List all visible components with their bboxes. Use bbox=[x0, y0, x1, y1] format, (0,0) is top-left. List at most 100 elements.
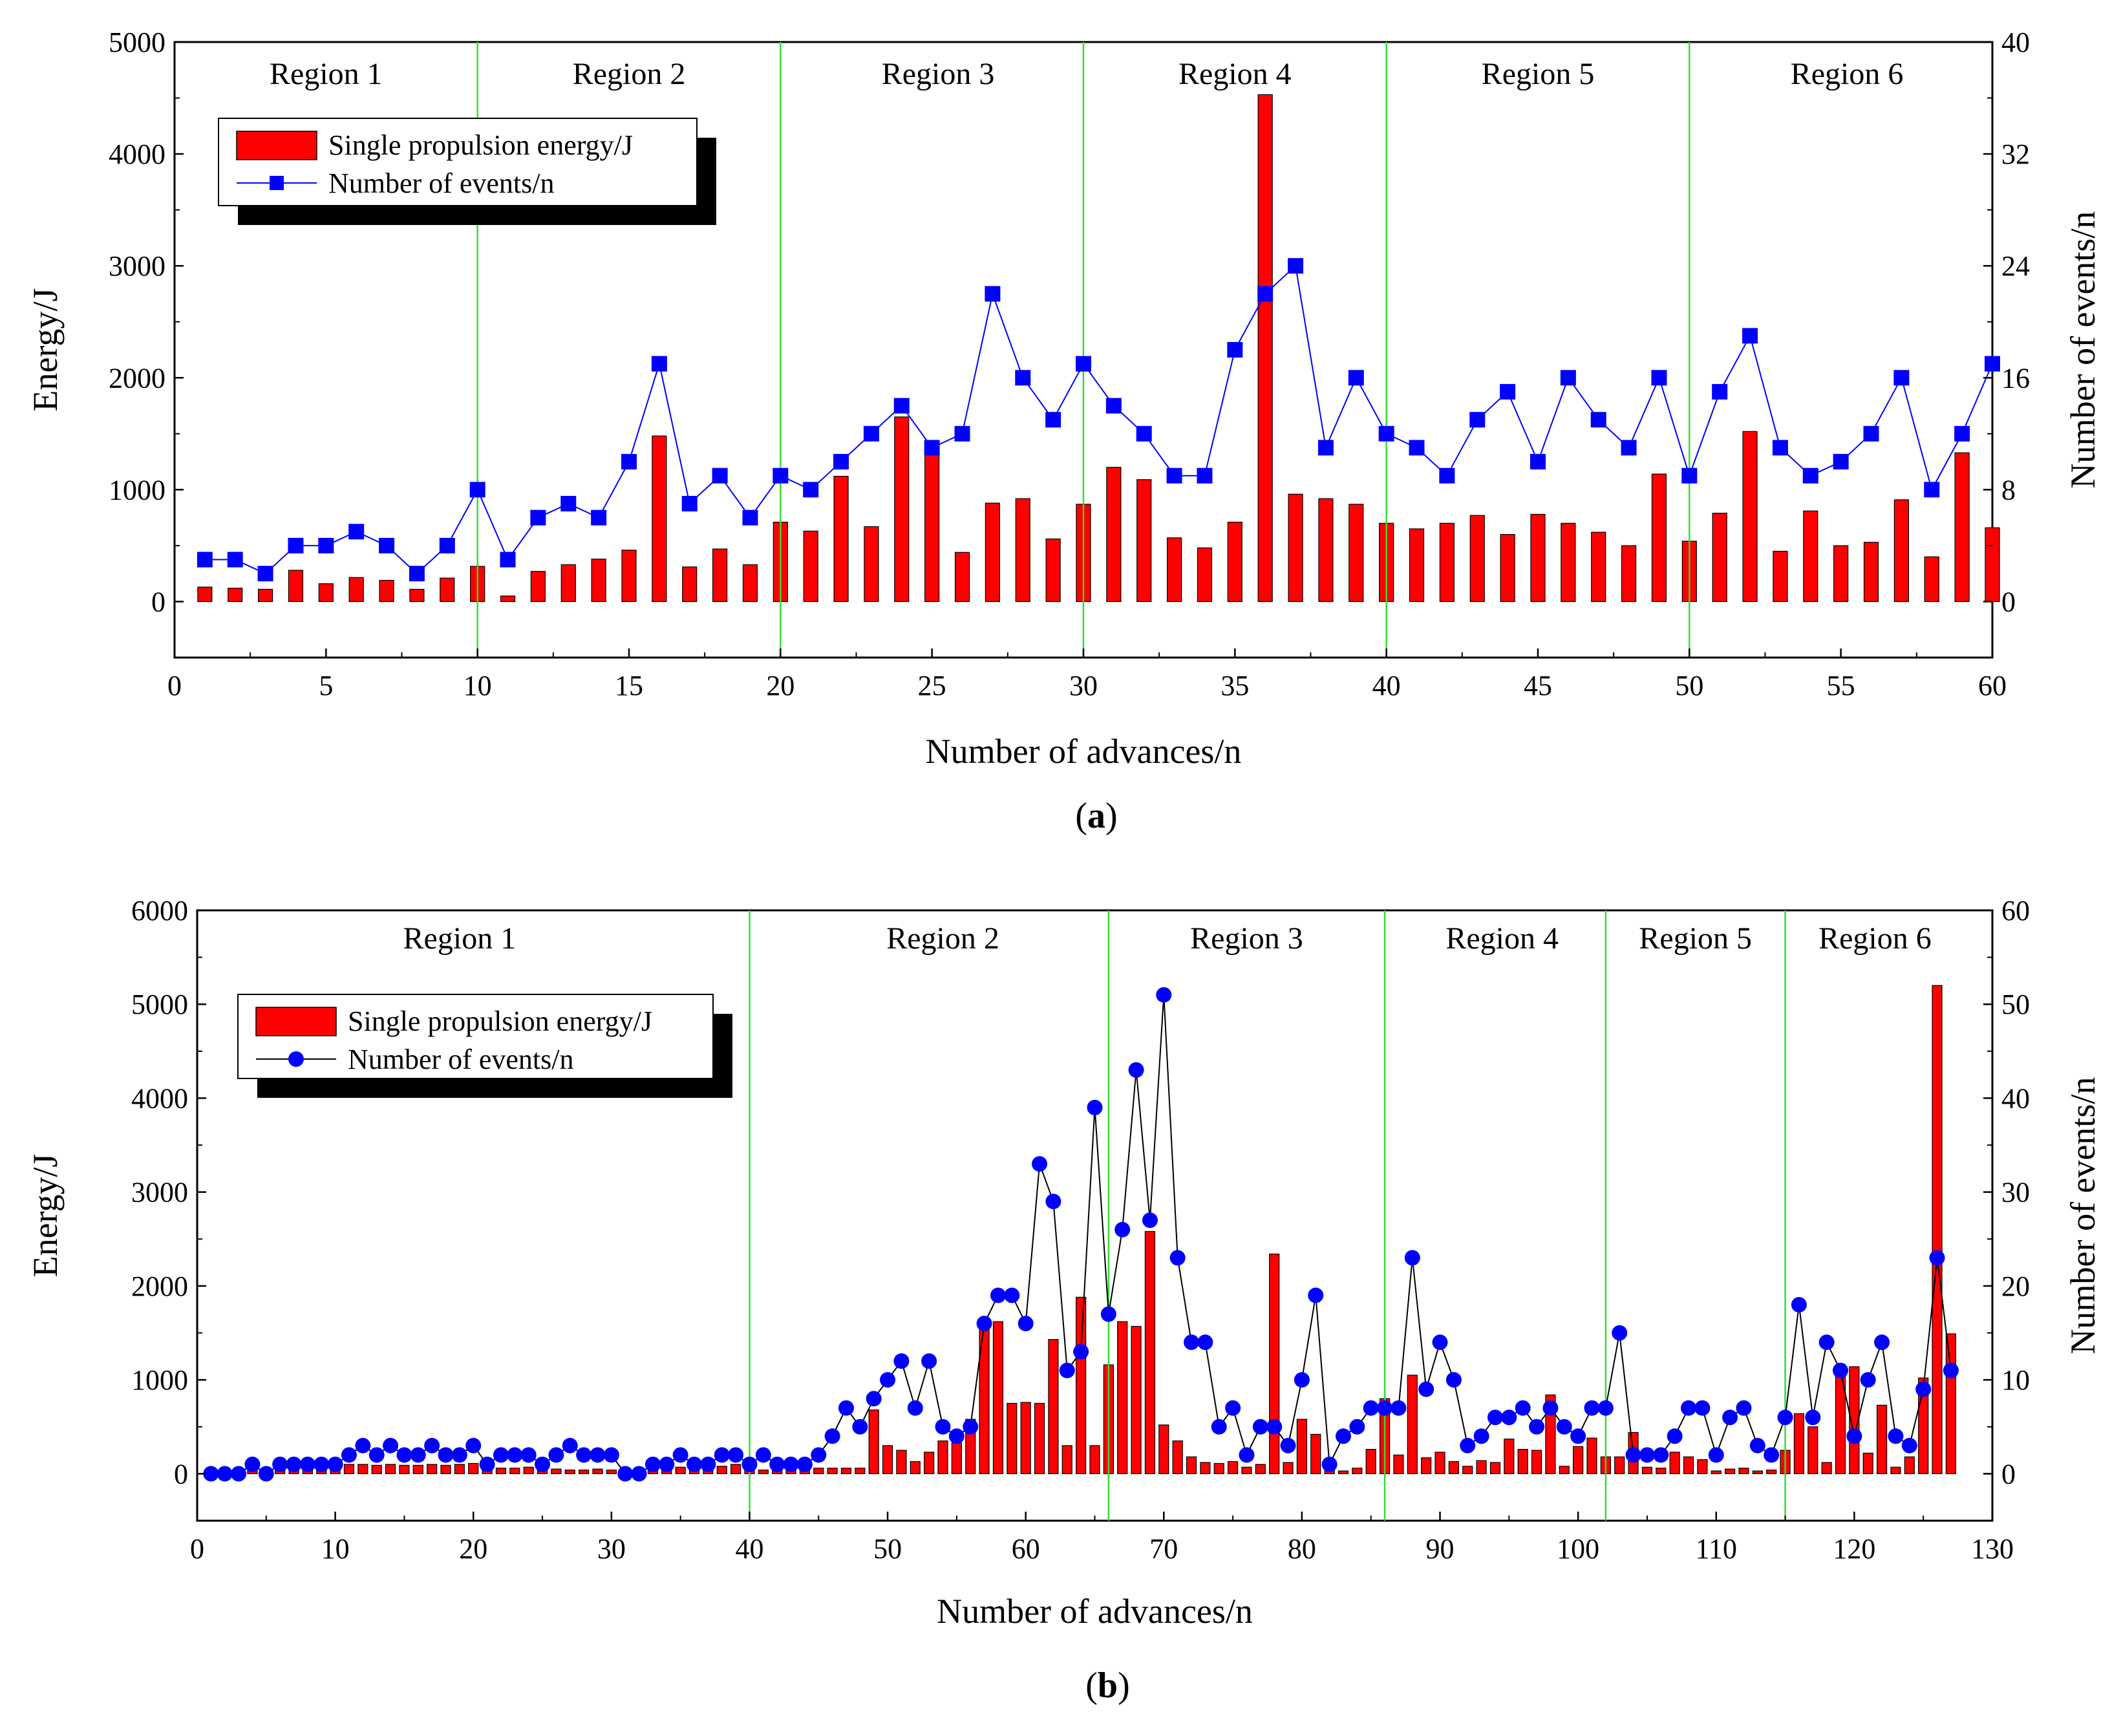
panel-a-chart: Region 1 Region 2 Region 3 Region 4 Region 5… bbox=[26, 27, 2102, 836]
panel-a-energy-bar bbox=[560, 564, 576, 603]
panel-b-energy-bar bbox=[1007, 1402, 1018, 1474]
panel-a-energy-bar bbox=[1621, 545, 1637, 603]
panel-b-energy-bar bbox=[564, 1469, 575, 1474]
panel-b-energy-bar bbox=[1752, 1470, 1763, 1474]
panel-a-energy-bar bbox=[682, 566, 698, 603]
panel-b-events-marker bbox=[1239, 1447, 1255, 1463]
panel-b-events-marker bbox=[1612, 1325, 1628, 1341]
panel-b-events-marker bbox=[880, 1372, 896, 1388]
panel-b-energy-bar bbox=[1172, 1440, 1183, 1474]
panel-b-events-marker bbox=[203, 1466, 219, 1482]
panel-b-y-right-tick-label: 50 bbox=[2001, 989, 2030, 1020]
panel-a-x-tick-label: 20 bbox=[766, 670, 794, 702]
panel-a-events-marker bbox=[1439, 467, 1455, 484]
panel-a-energy-bar bbox=[1500, 533, 1515, 603]
panel-a-region-label: Region 1 bbox=[270, 57, 383, 91]
panel-a-y-right-tick-label: 0 bbox=[2001, 586, 2016, 617]
panel-a-energy-bar bbox=[712, 548, 728, 603]
panel-a-events-marker bbox=[833, 454, 849, 470]
panel-a-energy-bar bbox=[1863, 542, 1879, 603]
panel-b-events-marker bbox=[1915, 1381, 1932, 1397]
panel-a-x-tick-label: 0 bbox=[167, 670, 182, 702]
panel-a-energy-bar bbox=[1803, 510, 1818, 603]
panel-b-events-marker bbox=[1749, 1437, 1765, 1453]
panel-a-events-marker bbox=[1802, 467, 1818, 484]
panel-b-region-label: Region 1 bbox=[403, 921, 517, 956]
panel-a-energy-bar bbox=[1469, 515, 1485, 603]
panel-b-events-marker bbox=[1266, 1419, 1283, 1435]
panel-b-energy-bar bbox=[1448, 1461, 1459, 1474]
panel-b-events-marker bbox=[507, 1447, 523, 1463]
panel-b-energy-bar bbox=[840, 1468, 852, 1474]
panel-b-energy-bar bbox=[1213, 1463, 1224, 1474]
panel-a-events-marker bbox=[1833, 454, 1849, 470]
panel-b-energy-bar bbox=[1614, 1456, 1625, 1474]
panel-b-events-marker bbox=[1694, 1400, 1711, 1416]
panel-b-events-marker bbox=[1225, 1400, 1241, 1416]
panel-b-events-marker bbox=[1860, 1372, 1876, 1388]
panel-b-energy-bar bbox=[1890, 1466, 1901, 1474]
panel-b-energy-bar bbox=[371, 1464, 382, 1474]
panel-a-events-marker bbox=[227, 552, 243, 568]
panel-b-events-marker bbox=[493, 1447, 509, 1463]
panel-a-events-marker bbox=[803, 482, 819, 498]
panel-b-x-tick-label: 80 bbox=[1288, 1533, 1316, 1565]
panel-b-energy-bar bbox=[937, 1440, 948, 1474]
panel-a-events-marker bbox=[893, 398, 910, 414]
panel-b-events-marker bbox=[769, 1456, 785, 1472]
panel-b-energy-bar bbox=[1683, 1456, 1694, 1474]
panel-b-events-marker bbox=[921, 1353, 937, 1369]
panel-b-x-tick-label: 120 bbox=[1833, 1533, 1875, 1565]
panel-b-events-marker bbox=[687, 1456, 703, 1472]
panel-b-events-marker bbox=[1639, 1447, 1655, 1463]
panel-b-events-marker bbox=[1929, 1250, 1945, 1266]
panel-b-x-tick-label: 130 bbox=[1971, 1533, 2014, 1565]
panel-a-energy-bar bbox=[803, 530, 818, 603]
panel-b-events-marker bbox=[327, 1456, 343, 1472]
panel-a-events-marker bbox=[439, 537, 455, 553]
panel-b-energy-bar bbox=[495, 1468, 507, 1474]
panel-b-energy-bar bbox=[343, 1464, 355, 1474]
panel-a-energy-bar bbox=[1651, 473, 1667, 603]
panel-b-events-marker bbox=[755, 1447, 771, 1463]
panel-b-y-left-tick-label: 2000 bbox=[131, 1270, 188, 1302]
panel-b-events-marker bbox=[659, 1456, 675, 1472]
panel-b-energy-bar bbox=[1476, 1460, 1487, 1474]
panel-a-energy-bar bbox=[1045, 538, 1061, 603]
panel-b-energy-bar bbox=[910, 1461, 921, 1474]
panel-a-legend-bar-label: Single propulsion energy/J bbox=[328, 129, 633, 161]
panel-b-events-marker bbox=[1653, 1447, 1669, 1463]
panel-b-events-marker bbox=[314, 1456, 330, 1472]
panel-b-energy-bar bbox=[1489, 1462, 1501, 1474]
panel-a-y-left-tick-label: 4000 bbox=[109, 138, 165, 170]
panel-a-events-marker bbox=[985, 286, 1001, 302]
panel-b-energy-bar bbox=[1531, 1450, 1542, 1474]
panel-b-energy-bar bbox=[1421, 1457, 1432, 1474]
panel-b-events-marker bbox=[1294, 1372, 1310, 1388]
panel-a-events-marker bbox=[318, 537, 334, 553]
panel-b-events-marker bbox=[286, 1456, 302, 1472]
panel-a-x-axis-title: Number of advances/n bbox=[926, 732, 1242, 771]
panel-b-events-marker bbox=[1336, 1428, 1352, 1444]
panel-a-energy-bar bbox=[1348, 504, 1364, 603]
panel-a-events-marker bbox=[773, 467, 789, 484]
panel-b-energy-bar bbox=[1559, 1466, 1570, 1474]
panel-a-events-marker bbox=[1197, 467, 1213, 484]
panel-b-events-marker bbox=[424, 1437, 440, 1453]
panel-a-energy-bar bbox=[1924, 556, 1939, 603]
panel-b-events-marker bbox=[1073, 1344, 1089, 1360]
panel-b-events-marker bbox=[1943, 1362, 1959, 1378]
panel-b-events-marker bbox=[1515, 1400, 1531, 1416]
panel-b-energy-bar bbox=[896, 1450, 907, 1474]
panel-b-events-marker bbox=[728, 1447, 744, 1463]
panel-b-events-marker bbox=[1529, 1419, 1545, 1435]
panel-a-events-marker bbox=[257, 566, 273, 582]
panel-a-energy-bar bbox=[1893, 499, 1909, 603]
panel-b-y-left-tick-label: 5000 bbox=[131, 989, 188, 1020]
panel-b-energy-bar bbox=[1228, 1461, 1239, 1474]
panel-b-legend-marker-swatch bbox=[288, 1051, 304, 1067]
panel-b-events-marker bbox=[258, 1466, 274, 1482]
panel-a-events-marker bbox=[348, 524, 365, 540]
panel-a-energy-bar bbox=[894, 416, 910, 603]
panel-b-events-marker bbox=[824, 1428, 840, 1444]
